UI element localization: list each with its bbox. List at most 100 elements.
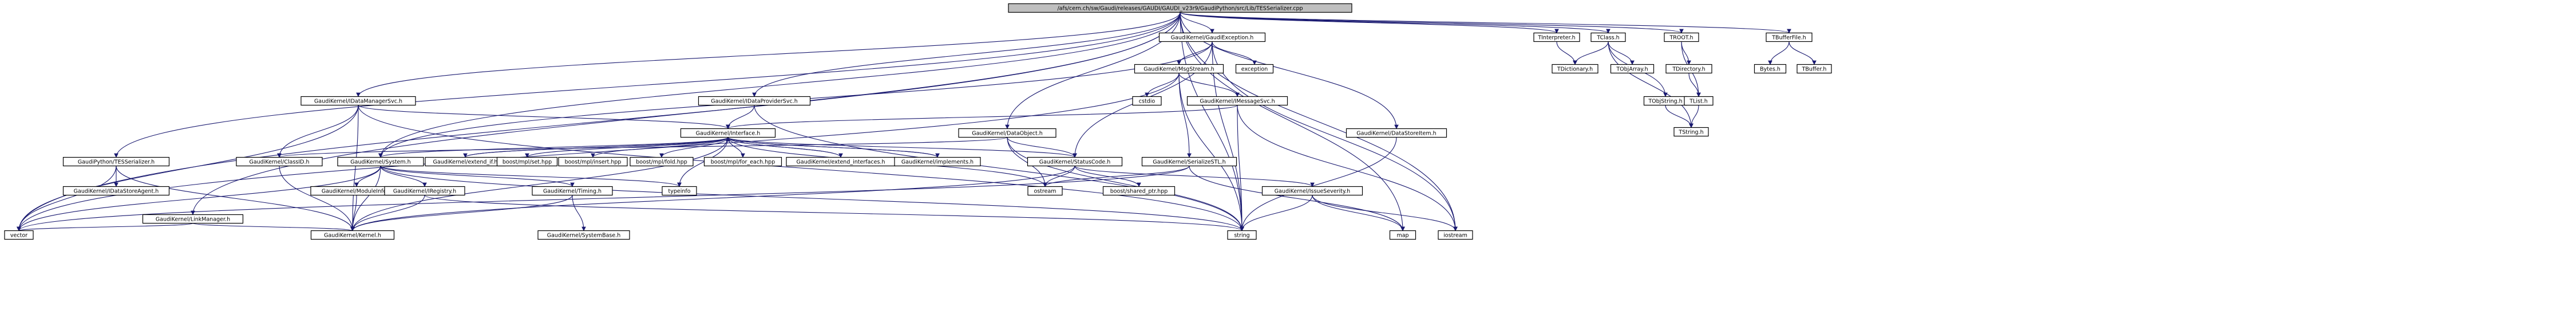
include-file-node[interactable]: GaudiKernel/implements.h xyxy=(894,156,981,167)
include-file-node[interactable]: TInterpreter.h xyxy=(1533,32,1580,42)
node-label: GaudiKernel/StatusCode.h xyxy=(1039,159,1111,166)
node-label: GaudiPython/TESSerializer.h xyxy=(78,159,155,166)
node-box xyxy=(1132,96,1162,106)
include-file-node[interactable]: map xyxy=(1389,230,1416,240)
include-file-node[interactable]: TString.h xyxy=(1673,127,1709,137)
include-file-node[interactable]: boost/mpl/for_each.hpp xyxy=(703,156,782,167)
file-nodes: /afs/cern.ch/sw/Gaudi/releases/GAUDI/GAU… xyxy=(4,3,1832,240)
include-file-node[interactable]: GaudiKernel/IDataStoreAgent.h xyxy=(62,186,170,196)
include-file-node[interactable]: vector xyxy=(4,230,34,240)
include-file-node[interactable]: Bytes.h xyxy=(1754,64,1787,74)
node-box xyxy=(537,230,630,240)
dependency-edge xyxy=(754,105,1244,232)
include-file-node[interactable]: boost/mpl/set.hpp xyxy=(496,156,558,167)
node-label: TString.h xyxy=(1678,130,1703,136)
include-file-node[interactable]: string xyxy=(1227,230,1257,240)
dependency-edge xyxy=(465,136,730,158)
dependency-edge xyxy=(1556,41,1577,65)
include-file-node[interactable]: typeinfo xyxy=(662,186,697,196)
include-file-node[interactable]: GaudiKernel/StatusCode.h xyxy=(1027,156,1123,167)
node-box xyxy=(1027,186,1063,196)
include-file-node[interactable]: TObjArray.h xyxy=(1610,64,1655,74)
include-file-node[interactable]: GaudiKernel/IssueSeverity.h xyxy=(1261,186,1363,196)
node-label: GaudiKernel/IDataStoreAgent.h xyxy=(74,189,159,195)
include-file-node[interactable]: GaudiPython/TESSerializer.h xyxy=(62,156,170,167)
dependency-edge xyxy=(1237,105,1244,232)
include-file-node[interactable]: GaudiKernel/Timing.h xyxy=(532,186,613,196)
include-file-node[interactable]: GaudiKernel/IDataManagerSvc.h xyxy=(300,96,416,106)
include-file-node[interactable]: GaudiKernel/IDataProviderSvc.h xyxy=(698,96,811,106)
include-file-node[interactable]: TBuffer.h xyxy=(1797,64,1832,74)
include-file-node[interactable]: GaudiKernel/SerializeSTL.h xyxy=(1141,156,1237,167)
node-label: GaudiKernel/Interface.h xyxy=(696,131,761,137)
node-box xyxy=(558,156,628,167)
node-label: GaudiKernel/MsgStream.h xyxy=(1143,66,1214,73)
include-file-node[interactable]: GaudiKernel/MsgStream.h xyxy=(1134,64,1224,74)
node-label: boost/mpl/set.hpp xyxy=(502,159,552,166)
dependency-edge xyxy=(1007,137,1244,232)
include-file-node[interactable]: boost/shared_ptr.hpp xyxy=(1102,186,1176,196)
node-box xyxy=(630,156,694,167)
include-file-node[interactable]: GaudiKernel/ClassID.h xyxy=(236,156,323,167)
include-file-node[interactable]: GaudiKernel/IRegistry.h xyxy=(384,186,465,196)
include-file-node[interactable]: boost/mpl/fold.hpp xyxy=(630,156,694,167)
include-file-node[interactable]: TROOT.h xyxy=(1664,32,1699,42)
node-label: TBufferFile.h xyxy=(1771,35,1806,41)
include-file-node[interactable]: cstdio xyxy=(1132,96,1162,106)
include-file-node[interactable]: GaudiKernel/IMessageSvc.h xyxy=(1186,96,1288,106)
include-file-node[interactable]: GaudiKernel/LinkManager.h xyxy=(142,214,244,224)
include-file-node[interactable]: TDictionary.h xyxy=(1552,64,1598,74)
node-label: boost/mpl/insert.hpp xyxy=(565,159,622,166)
node-label: GaudiKernel/IRegistry.h xyxy=(393,189,456,195)
dependency-edge xyxy=(116,166,355,232)
dependency-edge xyxy=(1178,73,1244,232)
include-file-node[interactable]: GaudiKernel/SystemBase.h xyxy=(537,230,630,240)
include-file-node[interactable]: iostream xyxy=(1438,230,1473,240)
include-file-node[interactable]: GaudiKernel/System.h xyxy=(337,156,424,167)
dependency-edge xyxy=(17,222,193,232)
node-box xyxy=(1008,3,1352,13)
node-box xyxy=(496,156,558,167)
node-box xyxy=(1610,64,1655,74)
dependency-edge xyxy=(726,136,841,158)
root-file-node[interactable]: /afs/cern.ch/sw/Gaudi/releases/GAUDI/GAU… xyxy=(1008,3,1352,13)
dependency-edge xyxy=(1768,41,1790,65)
node-label: iostream xyxy=(1443,233,1467,239)
include-file-node[interactable]: boost/mpl/insert.hpp xyxy=(558,156,628,167)
node-label: TDictionary.h xyxy=(1557,66,1593,73)
dependency-edge xyxy=(1074,166,1315,187)
include-file-node[interactable]: TObjString.h xyxy=(1643,96,1688,106)
include-file-node[interactable]: TDirectory.h xyxy=(1665,64,1712,74)
node-label: GaudiKernel/Timing.h xyxy=(543,189,602,195)
dependency-edge xyxy=(424,195,1244,232)
dependency-edge xyxy=(1573,41,1609,65)
node-box xyxy=(1261,186,1363,196)
include-file-node[interactable]: exception xyxy=(1235,64,1274,74)
node-label: cstdio xyxy=(1139,99,1156,105)
node-label: GaudiKernel/DataStoreItem.h xyxy=(1356,131,1436,137)
node-label: TBuffer.h xyxy=(1802,66,1827,73)
include-file-node[interactable]: GaudiKernel/DataObject.h xyxy=(958,128,1056,138)
include-file-node[interactable]: GaudiKernel/Kernel.h xyxy=(310,230,395,240)
include-file-node[interactable]: GaudiKernel/extend_interfaces.h xyxy=(786,156,896,167)
node-label: string xyxy=(1234,233,1249,239)
include-file-node[interactable]: TBufferFile.h xyxy=(1766,32,1813,42)
dependency-edge xyxy=(17,166,117,232)
include-file-node[interactable]: GaudiKernel/GaudiException.h xyxy=(1158,32,1266,42)
node-box xyxy=(1590,32,1626,42)
include-file-node[interactable]: TClass.h xyxy=(1590,32,1626,42)
dependency-edge xyxy=(356,12,1181,97)
include-file-node[interactable]: TList.h xyxy=(1684,96,1714,106)
include-file-node[interactable]: GaudiKernel/Interface.h xyxy=(680,128,776,138)
dependency-edge xyxy=(358,105,1244,232)
include-file-node[interactable]: ostream xyxy=(1027,186,1063,196)
dependency-edge xyxy=(1180,12,1458,232)
node-box xyxy=(1552,64,1598,74)
node-label: GaudiKernel/extend_if.h xyxy=(433,159,498,166)
include-file-node[interactable]: GaudiKernel/extend_if.h xyxy=(425,156,506,167)
node-box xyxy=(1665,64,1712,74)
node-box xyxy=(1227,230,1257,240)
node-label: GaudiKernel/ModuleInfo.h xyxy=(322,189,391,195)
node-label: TROOT.h xyxy=(1669,35,1693,41)
include-file-node[interactable]: GaudiKernel/DataStoreItem.h xyxy=(1346,128,1447,138)
